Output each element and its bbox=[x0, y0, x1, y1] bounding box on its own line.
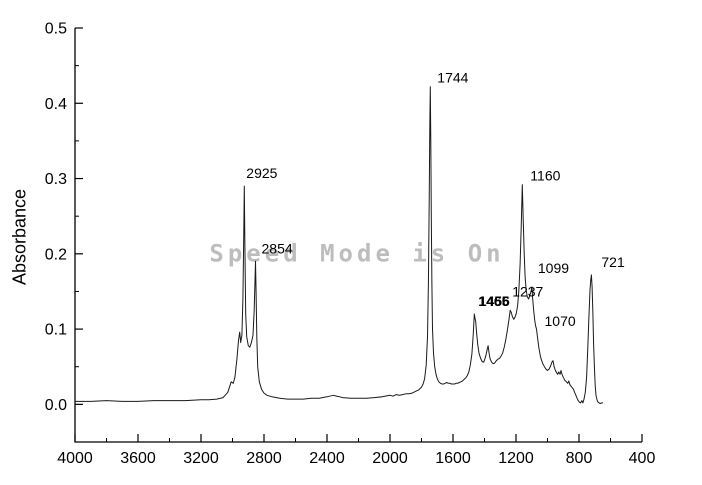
y-tick-label: 0.3 bbox=[45, 171, 67, 188]
peak-label-721: 721 bbox=[601, 254, 625, 270]
peak-label-2854: 2854 bbox=[262, 240, 293, 256]
x-tick-label: 400 bbox=[629, 450, 656, 467]
watermark-text: Speed Mode is On bbox=[209, 239, 505, 268]
peak-label-2925: 2925 bbox=[246, 165, 277, 181]
y-tick-label: 0.1 bbox=[45, 322, 67, 339]
x-tick-label: 2000 bbox=[372, 450, 408, 467]
x-tick-label: 2800 bbox=[246, 450, 282, 467]
peak-label-1070: 1070 bbox=[545, 313, 576, 329]
x-tick-label: 3600 bbox=[120, 450, 156, 467]
x-tick-label: 1200 bbox=[498, 450, 534, 467]
peak-label-1744: 1744 bbox=[437, 70, 468, 86]
x-tick-label: 1600 bbox=[435, 450, 471, 467]
y-tick-label: 0.2 bbox=[45, 246, 67, 263]
peak-label-1465: 1465 bbox=[478, 293, 509, 309]
y-axis-title: Absorbance bbox=[9, 188, 30, 286]
y-tick-label: 0.5 bbox=[45, 21, 67, 38]
x-tick-label: 800 bbox=[566, 450, 593, 467]
x-tick-label: 4000 bbox=[57, 450, 93, 467]
x-tick-label: 3200 bbox=[183, 450, 219, 467]
spectrum-curve bbox=[74, 86, 604, 405]
axes-spines bbox=[74, 28, 642, 443]
peak-label-1099: 1099 bbox=[538, 260, 569, 276]
y-axis: 0.0 0.1 0.2 0.3 0.4 0.5 bbox=[45, 21, 83, 414]
x-axis: 4000 3600 3200 2800 2400 2000 1600 1200 800 400 bbox=[57, 434, 655, 467]
peak-label-1456: 1456 bbox=[479, 293, 510, 309]
peak-label-1160: 1160 bbox=[530, 168, 560, 184]
peak-label-1237: 1237 bbox=[512, 283, 543, 299]
y-tick-label: 0.0 bbox=[45, 397, 67, 414]
y-tick-label: 0.4 bbox=[45, 96, 67, 113]
x-tick-label: 2400 bbox=[309, 450, 345, 467]
